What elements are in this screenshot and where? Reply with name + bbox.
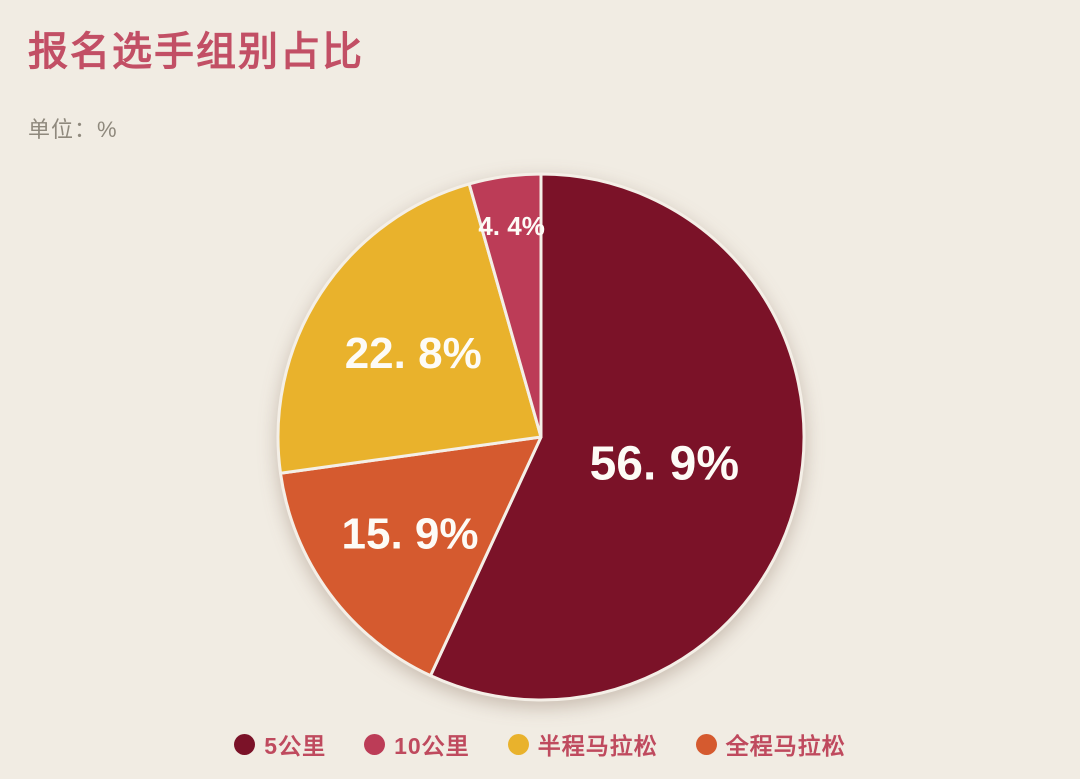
legend-item-label: 半程马拉松 — [537, 733, 658, 759]
chart-header: 报名选手组别占比 单位：% — [28, 30, 364, 144]
pie-slice-半程马拉松[interactable] — [276, 182, 543, 475]
pie-slice-5公里[interactable] — [429, 172, 806, 702]
legend-dot-icon — [507, 733, 529, 755]
legend-dot-icon — [695, 733, 717, 755]
pie-slice-全程马拉松[interactable] — [279, 435, 543, 678]
legend-dot-icon — [234, 733, 256, 755]
pie-slice-label: 4. 4% — [478, 211, 545, 241]
legend-dot-icon — [364, 733, 386, 755]
legend: 5公里 10公里 半程马拉松 全程马拉松 — [0, 727, 1080, 761]
pie-slices-group: 56. 9% 15. 9% 22. 8% 4. 4% — [276, 172, 806, 702]
pie-slice-label: 56. 9% — [590, 438, 739, 491]
legend-item-5km[interactable]: 5公里 — [234, 727, 326, 761]
unit-label: 单位：% — [28, 117, 118, 142]
page-title: 报名选手组别占比 — [28, 30, 364, 74]
legend-item-label: 全程马拉松 — [725, 733, 846, 759]
legend-item-full-marathon[interactable]: 全程马拉松 — [695, 727, 846, 761]
legend-item-label: 5公里 — [264, 733, 327, 759]
legend-item-10km[interactable]: 10公里 — [364, 727, 470, 761]
legend-item-half-marathon[interactable]: 半程马拉松 — [507, 727, 658, 761]
pie-slice-10公里[interactable] — [467, 172, 543, 439]
pie-slice-label: 15. 9% — [342, 510, 479, 559]
pie-slice-label: 22. 8% — [345, 329, 482, 378]
legend-item-label: 10公里 — [394, 733, 470, 759]
